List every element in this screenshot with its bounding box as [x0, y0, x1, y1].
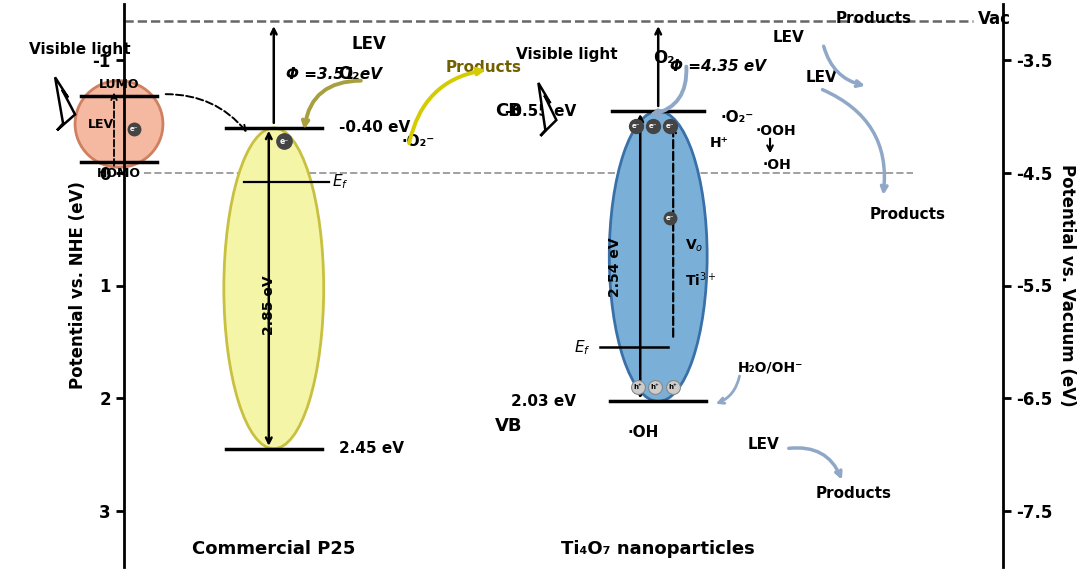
Text: LEV: LEV	[351, 35, 386, 53]
Text: 2.45 eV: 2.45 eV	[339, 441, 404, 456]
Text: VB: VB	[495, 417, 523, 435]
Text: ·OH: ·OH	[627, 425, 659, 440]
Text: ·O₂⁻: ·O₂⁻	[402, 134, 435, 149]
Text: ·O₂⁻: ·O₂⁻	[720, 110, 754, 125]
Text: Ti₄O₇ nanoparticles: Ti₄O₇ nanoparticles	[562, 540, 755, 558]
Text: Visible light: Visible light	[29, 42, 131, 57]
Text: Φ =4.35 eV: Φ =4.35 eV	[671, 59, 766, 74]
Text: O₂: O₂	[653, 49, 675, 67]
Text: LEV: LEV	[773, 30, 805, 46]
Text: V$_o$: V$_o$	[685, 238, 703, 254]
Text: H⁺: H⁺	[711, 135, 729, 150]
Text: $E_f$: $E_f$	[332, 172, 349, 191]
Text: Visible light: Visible light	[516, 47, 618, 62]
Text: LUMO: LUMO	[98, 78, 139, 91]
Text: LEV: LEV	[87, 118, 114, 131]
Ellipse shape	[76, 81, 163, 167]
Text: h⁺: h⁺	[669, 384, 677, 390]
Text: Φ =3.51 eV: Φ =3.51 eV	[286, 67, 381, 82]
Text: e⁻: e⁻	[649, 123, 658, 128]
Text: $E_f$: $E_f$	[573, 338, 591, 357]
Text: Vac: Vac	[977, 10, 1011, 28]
Text: 2.03 eV: 2.03 eV	[511, 394, 577, 409]
Text: e⁻: e⁻	[666, 215, 674, 221]
Text: Products: Products	[445, 61, 522, 75]
Text: e⁻: e⁻	[279, 137, 288, 146]
Text: 2.54 eV: 2.54 eV	[608, 238, 622, 297]
Text: H₂O/OH⁻: H₂O/OH⁻	[738, 361, 804, 375]
Text: h⁺: h⁺	[651, 384, 660, 390]
Ellipse shape	[609, 111, 707, 401]
Polygon shape	[55, 77, 76, 130]
Text: Products: Products	[836, 11, 912, 26]
Text: Products: Products	[816, 486, 892, 501]
Polygon shape	[539, 83, 556, 136]
Text: -0.55 eV: -0.55 eV	[505, 103, 577, 119]
Y-axis label: Potential vs. NHE (eV): Potential vs. NHE (eV)	[69, 182, 86, 389]
Ellipse shape	[224, 128, 324, 449]
Text: e⁻: e⁻	[632, 123, 640, 128]
Text: ·OOH: ·OOH	[756, 124, 797, 138]
Text: LEV: LEV	[806, 70, 838, 85]
Text: LEV: LEV	[748, 437, 780, 452]
Text: Commercial P25: Commercial P25	[192, 540, 355, 558]
Text: -0.40 eV: -0.40 eV	[339, 120, 410, 135]
Y-axis label: Potential vs. Vacuum (eV): Potential vs. Vacuum (eV)	[1057, 164, 1076, 407]
Text: HOMO: HOMO	[97, 167, 141, 180]
Text: O₂: O₂	[338, 65, 360, 83]
Text: e⁻: e⁻	[130, 126, 138, 132]
Text: CB: CB	[495, 102, 522, 120]
Text: Ti$^{3+}$: Ti$^{3+}$	[685, 271, 717, 289]
Text: h⁺: h⁺	[634, 384, 643, 390]
Text: 2.85 eV: 2.85 eV	[261, 275, 275, 335]
Text: ·OH: ·OH	[764, 158, 792, 172]
Text: Products: Products	[869, 207, 946, 222]
Text: e⁻: e⁻	[666, 123, 674, 128]
